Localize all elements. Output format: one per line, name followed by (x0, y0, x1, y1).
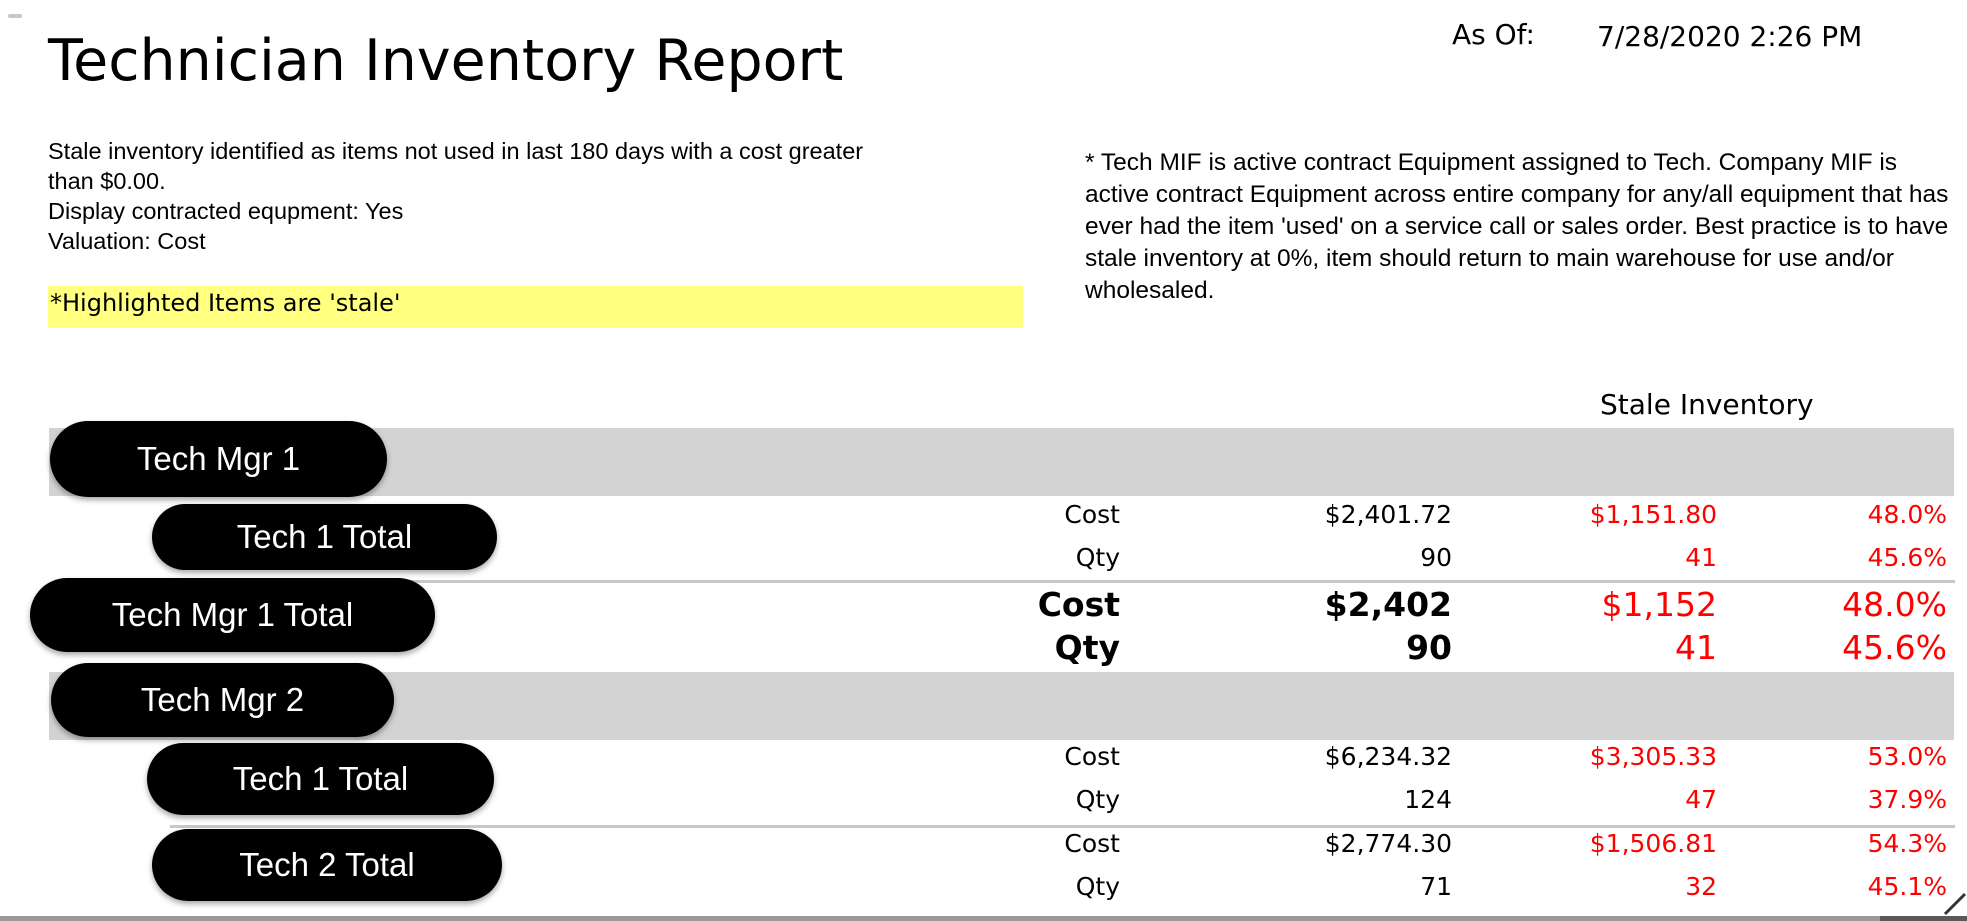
stale-highlight-legend: *Highlighted Items are 'stale' (48, 286, 1023, 328)
row-stale-value: 41 (1685, 543, 1717, 572)
row-value: 124 (1404, 785, 1452, 814)
param-line: Display contracted equpment: Yes (48, 198, 404, 224)
mif-note: * Tech MIF is active contract Equipment … (1085, 149, 1949, 304)
table-row: Cost $2,774.30 $1,506.81 54.3% (0, 829, 1967, 869)
table-row: Qty 71 32 45.1% (0, 872, 1967, 912)
table-row: Cost $6,234.32 $3,305.33 53.0% (0, 742, 1967, 782)
table-row: Qty 90 41 45.6% (0, 628, 1967, 668)
table-row: Cost $2,402 $1,152 48.0% (0, 585, 1967, 625)
row-value: $2,402 (1324, 585, 1452, 624)
row-label: Cost (1064, 742, 1120, 771)
param-line: Valuation: Cost (48, 228, 206, 254)
row-label: Qty (1054, 628, 1120, 667)
as-of-value: 7/28/2020 2:26 PM (1597, 20, 1863, 53)
row-label: Qty (1075, 785, 1120, 814)
table-row: Qty 90 41 45.6% (0, 543, 1967, 583)
row-label: Cost (1064, 500, 1120, 529)
row-value: $2,774.30 (1324, 829, 1452, 858)
horizontal-scrollbar[interactable] (0, 916, 1967, 921)
stale-highlight-text: *Highlighted Items are 'stale' (50, 289, 401, 317)
report-parameters: Stale inventory identified as items not … (48, 136, 1028, 256)
row-stale-percent: 45.6% (1842, 628, 1947, 667)
row-stale-value: 32 (1685, 872, 1717, 901)
row-label: Qty (1075, 543, 1120, 572)
row-stale-value: $3,305.33 (1589, 742, 1717, 771)
row-stale-percent: 53.0% (1867, 742, 1947, 771)
row-stale-value: 41 (1675, 628, 1717, 667)
stale-inventory-header: Stale Inventory (1600, 388, 1814, 421)
row-value: 71 (1420, 872, 1452, 901)
scrollbar-thumb[interactable] (1880, 916, 1967, 921)
table-row: Cost $2,401.72 $1,151.80 48.0% (0, 500, 1967, 540)
corner-mark (8, 14, 22, 18)
as-of-label: As Of: (1452, 18, 1535, 51)
row-value: 90 (1406, 628, 1452, 667)
row-stale-value: $1,152 (1601, 585, 1717, 624)
row-divider (170, 825, 1955, 828)
row-stale-value: 47 (1685, 785, 1717, 814)
tech-mgr-1-total-button[interactable]: Tech Mgr 1 Total (30, 578, 435, 652)
tech-mgr-2-button[interactable]: Tech Mgr 2 (51, 663, 394, 737)
resize-grip-icon[interactable] (1941, 880, 1967, 916)
row-stale-percent: 45.6% (1867, 543, 1947, 572)
tech-2-total-button[interactable]: Tech 2 Total (152, 829, 502, 901)
row-label: Qty (1075, 872, 1120, 901)
row-stale-percent: 45.1% (1867, 872, 1947, 901)
row-stale-value: $1,506.81 (1589, 829, 1717, 858)
row-stale-percent: 37.9% (1867, 785, 1947, 814)
tech-1-total-button[interactable]: Tech 1 Total (152, 504, 497, 570)
row-stale-percent: 54.3% (1867, 829, 1947, 858)
tech-mgr-1-button[interactable]: Tech Mgr 1 (50, 421, 387, 497)
row-value: 90 (1420, 543, 1452, 572)
row-divider (170, 580, 1955, 583)
row-label: Cost (1064, 829, 1120, 858)
param-line: than $0.00. (48, 168, 166, 194)
row-label: Cost (1037, 585, 1120, 624)
row-stale-value: $1,151.80 (1589, 500, 1717, 529)
param-line: Stale inventory identified as items not … (48, 138, 864, 164)
row-value: $6,234.32 (1324, 742, 1452, 771)
tech-1-total-button[interactable]: Tech 1 Total (147, 743, 494, 815)
row-stale-percent: 48.0% (1867, 500, 1947, 529)
report-title: Technician Inventory Report (48, 28, 844, 94)
row-stale-percent: 48.0% (1842, 585, 1947, 624)
row-value: $2,401.72 (1324, 500, 1452, 529)
table-row: Qty 124 47 37.9% (0, 785, 1967, 825)
